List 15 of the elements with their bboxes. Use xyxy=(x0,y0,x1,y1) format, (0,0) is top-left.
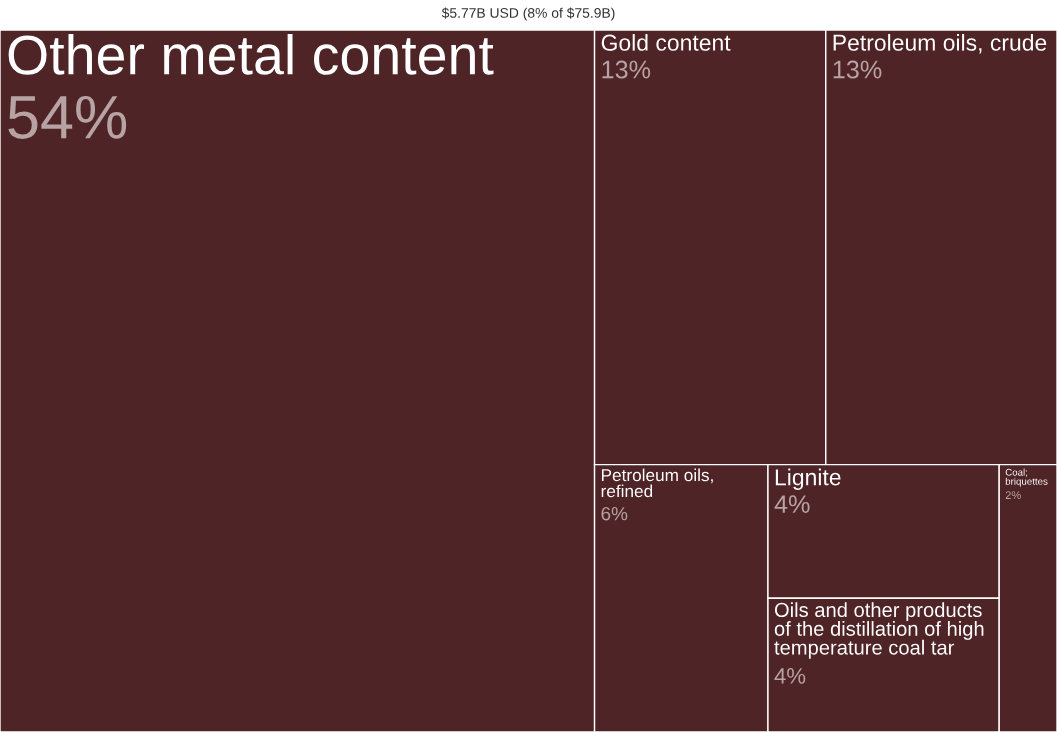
data-label: 4% xyxy=(774,495,810,513)
category-label: Other metal content xyxy=(8,34,494,75)
category-label: Petroleum oils, refined xyxy=(601,468,713,498)
data-label: 2% xyxy=(1005,491,1021,499)
category-label: Petroleum oils, crude xyxy=(833,34,1047,54)
data-label: 54% xyxy=(8,95,127,139)
data-label: 6% xyxy=(601,506,628,521)
text: $5.77B USD (8% of $75.9B) xyxy=(441,7,615,21)
category-label: Coal; briquettes xyxy=(1005,468,1048,487)
category-label: Lignite xyxy=(775,468,841,490)
data-label: 13% xyxy=(602,60,651,79)
data-label: 13% xyxy=(833,60,882,79)
data-label: 4% xyxy=(774,668,806,684)
category-label: Gold content xyxy=(601,34,731,51)
category-label: Oils and other products of the distillation of high temperature coal tar xyxy=(774,602,984,659)
